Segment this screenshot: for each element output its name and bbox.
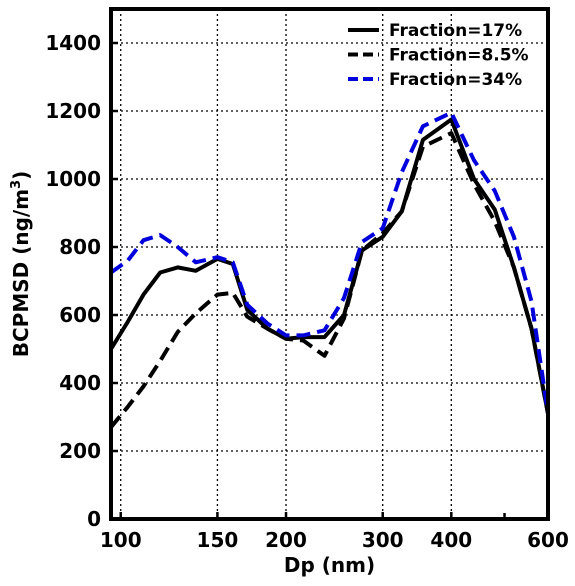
y-axis-label-superscript: 3: [9, 180, 24, 189]
series-line-2: [109, 131, 550, 429]
series-lines: [109, 110, 550, 429]
y-axis-label-close: ): [9, 171, 33, 180]
x-tick-label: 300: [362, 528, 404, 552]
x-tick-label: 200: [265, 528, 307, 552]
x-axis-label: Dp (nm): [284, 553, 375, 577]
x-tick-label: 600: [527, 528, 569, 552]
plot-frame: [109, 7, 550, 521]
legend-label-2: Fraction=8.5%: [389, 46, 529, 66]
legend-label-1: Fraction=17%: [389, 21, 522, 41]
y-tick-label: 200: [59, 439, 101, 463]
y-axis-label-main: BCPMSD (ng/m: [9, 189, 33, 357]
x-tick-label: 100: [100, 528, 142, 552]
series-line-1: [109, 117, 550, 414]
y-axis-label: BCPMSD (ng/m3): [9, 171, 33, 357]
axis-ticks: [111, 41, 550, 521]
x-tick-label: 400: [430, 528, 472, 552]
legend-label-3: Fraction=34%: [389, 70, 522, 90]
y-tick-label: 1400: [45, 31, 101, 55]
y-tick-label: 0: [87, 507, 101, 531]
y-tick-label: 800: [59, 235, 101, 259]
y-tick-label: 1200: [45, 99, 101, 123]
series-line-3: [109, 110, 550, 414]
x-tick-label: 150: [197, 528, 239, 552]
tick-labels: 100 150 200 300 400 600 0 200 400 600 800 1000 1200 1…: [45, 31, 569, 552]
y-tick-label: 600: [59, 303, 101, 327]
legend: Fraction=17% Fraction=8.5% Fraction=34%: [348, 21, 529, 90]
y-tick-label: 1000: [45, 167, 101, 191]
y-tick-label: 400: [59, 371, 101, 395]
